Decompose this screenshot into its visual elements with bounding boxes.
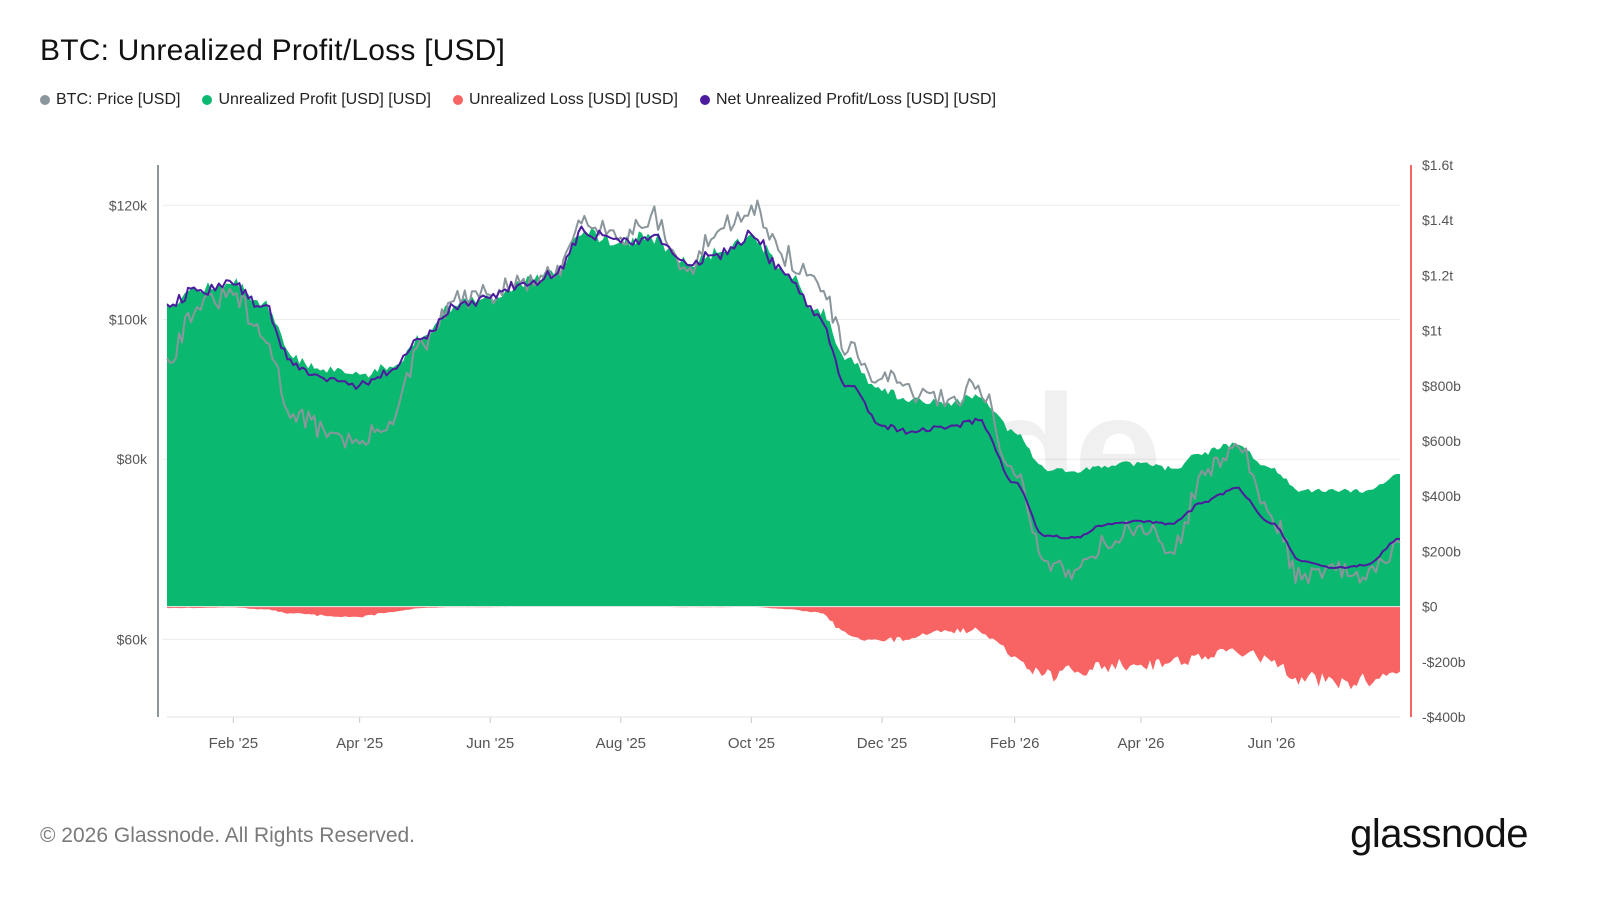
series-line-3 bbox=[166, 225, 1401, 569]
y-right-tick-label: $800b bbox=[1422, 378, 1461, 394]
legend-item-unrealized-profit[interactable]: Unrealized Profit [USD] [USD] bbox=[202, 91, 431, 109]
legend-dot-price bbox=[40, 95, 50, 105]
legend-label-unrealized-loss: Unrealized Loss [USD] [USD] bbox=[468, 91, 678, 108]
legend-item-price[interactable]: BTC: Price [USD] bbox=[40, 91, 180, 109]
y-right-tick-label: $0 bbox=[1422, 599, 1438, 615]
legend-label-unrealized-profit: Unrealized Profit [USD] [USD] bbox=[218, 91, 431, 108]
series-layer bbox=[166, 199, 1401, 690]
legend-dot-net-unrealized bbox=[699, 95, 710, 105]
y-left-tick-label: $60k bbox=[117, 631, 148, 647]
series-area-2 bbox=[167, 606, 1400, 690]
x-tick-label: Jun '26 bbox=[1248, 735, 1296, 752]
x-tick-label: Apr '25 bbox=[336, 735, 383, 752]
legend-label-net-unrealized: Net Unrealized Profit/Loss [USD] [USD] bbox=[715, 91, 997, 108]
y-right-tick-label: $200b bbox=[1422, 543, 1461, 559]
axes: $60k $80k $100k $120k -$400b -$200b $0 $200b $40… bbox=[109, 157, 1466, 752]
legend-dot-unrealized-profit bbox=[202, 95, 213, 105]
y-left-tick-label: $80k bbox=[117, 451, 148, 467]
x-tick-label: Feb '25 bbox=[209, 735, 259, 752]
x-tick-label: Feb '26 bbox=[990, 735, 1040, 752]
series-line-0 bbox=[166, 199, 1401, 585]
copyright-footer: © 2026 Glassnode. All Rights Reserved. bbox=[40, 824, 416, 847]
y-left-tick-label: $120k bbox=[109, 197, 148, 213]
glassnode-logo: glassnode bbox=[1350, 812, 1528, 856]
chart-title: BTC: Unrealized Profit/Loss [USD] bbox=[40, 34, 506, 67]
y-right-tick-label: $400b bbox=[1422, 488, 1461, 504]
legend-item-net-unrealized[interactable]: Net Unrealized Profit/Loss [USD] [USD] bbox=[699, 91, 997, 109]
y-right-tick-label: $1t bbox=[1422, 323, 1442, 339]
x-tick-label: Apr '26 bbox=[1117, 735, 1164, 752]
y-left-tick-label: $100k bbox=[109, 312, 148, 328]
legend-dot-unrealized-loss bbox=[452, 95, 463, 105]
y-right-tick-label: $1.2t bbox=[1422, 267, 1453, 283]
series-area-1 bbox=[167, 227, 1400, 607]
y-right-tick-label: $600b bbox=[1422, 433, 1461, 449]
y-right-tick-label: $1.6t bbox=[1422, 157, 1453, 173]
x-tick-label: Dec '25 bbox=[857, 735, 907, 752]
x-tick-label: Jun '25 bbox=[466, 735, 514, 752]
y-right-tick-label: -$400b bbox=[1422, 709, 1466, 725]
x-tick-label: Aug '25 bbox=[596, 735, 646, 752]
x-tick-label: Oct '25 bbox=[728, 735, 775, 752]
y-right-tick-label: $1.4t bbox=[1422, 212, 1453, 228]
legend-label-price: BTC: Price [USD] bbox=[56, 91, 181, 108]
legend-item-unrealized-loss[interactable]: Unrealized Loss [USD] [USD] bbox=[452, 91, 678, 109]
y-right-tick-label: -$200b bbox=[1422, 654, 1466, 670]
chart-legend: BTC: Price [USD] Unrealized Profit [USD]… bbox=[40, 91, 996, 109]
